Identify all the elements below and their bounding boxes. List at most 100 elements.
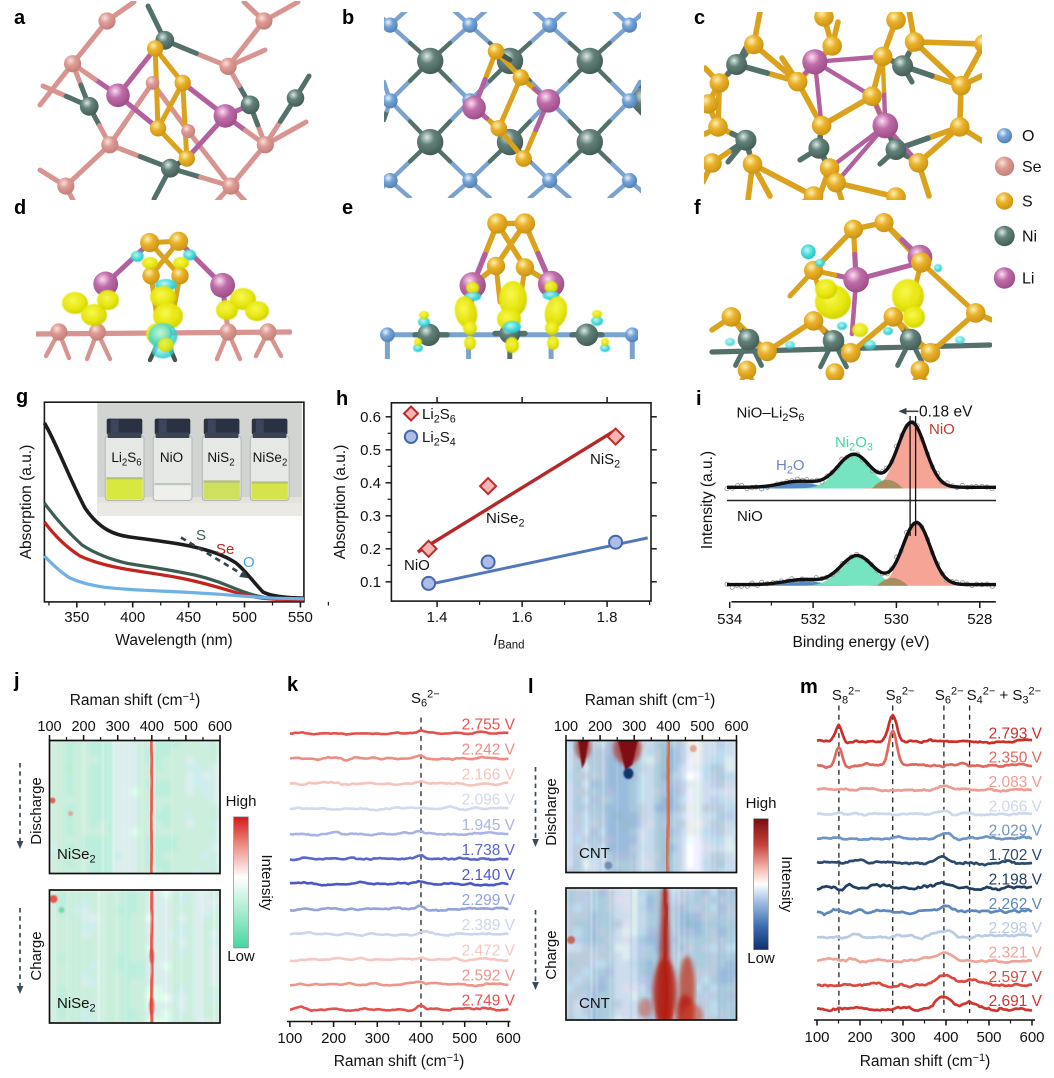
svg-text:0.18 eV: 0.18 eV bbox=[919, 404, 973, 421]
svg-text:0.1: 0.1 bbox=[360, 574, 381, 591]
svg-text:550: 550 bbox=[288, 609, 313, 626]
svg-text:2.321 V: 2.321 V bbox=[989, 944, 1043, 961]
svg-text:S: S bbox=[1022, 194, 1033, 211]
svg-text:Charge: Charge bbox=[543, 930, 560, 979]
svg-text:600: 600 bbox=[724, 719, 748, 735]
svg-text:Intensity (a.u.): Intensity (a.u.) bbox=[699, 451, 716, 549]
svg-text:600: 600 bbox=[1019, 1029, 1044, 1046]
svg-text:2.299 V: 2.299 V bbox=[462, 892, 516, 909]
svg-text:O: O bbox=[1022, 128, 1034, 145]
svg-text:0.5: 0.5 bbox=[360, 442, 381, 459]
svg-text:Charge: Charge bbox=[28, 931, 45, 980]
svg-text:Ni: Ni bbox=[1022, 229, 1037, 246]
svg-text:Li2S4: Li2S4 bbox=[422, 429, 456, 449]
svg-text:2.597 V: 2.597 V bbox=[989, 969, 1043, 986]
svg-text:CNT: CNT bbox=[579, 995, 610, 1012]
svg-text:200: 200 bbox=[71, 719, 95, 735]
svg-text:400: 400 bbox=[656, 719, 680, 735]
svg-text:300: 300 bbox=[622, 719, 646, 735]
svg-text:600: 600 bbox=[496, 1030, 521, 1047]
svg-text:200: 200 bbox=[321, 1030, 346, 1047]
svg-text:2.691 V: 2.691 V bbox=[989, 993, 1043, 1010]
svg-text:532: 532 bbox=[801, 611, 826, 628]
svg-text:Discharge: Discharge bbox=[28, 777, 45, 845]
svg-text:1.945 V: 1.945 V bbox=[462, 817, 516, 834]
svg-text:500: 500 bbox=[690, 719, 714, 735]
svg-text:NiO: NiO bbox=[929, 421, 955, 438]
svg-text:NiSe2: NiSe2 bbox=[486, 510, 525, 530]
svg-text:NiSe2: NiSe2 bbox=[57, 995, 96, 1015]
svg-text:2.389 V: 2.389 V bbox=[462, 917, 516, 934]
svg-text:Absorption (a.u.): Absorption (a.u.) bbox=[18, 445, 35, 560]
svg-text:100: 100 bbox=[277, 1030, 302, 1047]
svg-text:Wavelength (nm): Wavelength (nm) bbox=[115, 632, 232, 649]
svg-text:2.096 V: 2.096 V bbox=[462, 792, 516, 809]
svg-text:High: High bbox=[226, 793, 257, 810]
svg-text:Intensity: Intensity bbox=[778, 856, 795, 912]
svg-text:NiS2: NiS2 bbox=[207, 450, 234, 469]
svg-text:400: 400 bbox=[933, 1029, 958, 1046]
svg-text:0.2: 0.2 bbox=[360, 541, 381, 558]
svg-text:S82−: S82− bbox=[832, 686, 861, 707]
svg-text:Binding energy (eV): Binding energy (eV) bbox=[793, 634, 930, 651]
svg-text:2.262 V: 2.262 V bbox=[989, 896, 1043, 913]
svg-text:2.066 V: 2.066 V bbox=[989, 798, 1043, 815]
svg-text:Raman shift (cm−1): Raman shift (cm−1) bbox=[585, 691, 716, 709]
svg-text:2.242 V: 2.242 V bbox=[462, 742, 516, 759]
svg-text:Low: Low bbox=[747, 950, 775, 967]
svg-text:534: 534 bbox=[717, 611, 742, 628]
svg-text:S42− + S32−: S42− + S32− bbox=[967, 686, 1041, 707]
svg-text:Low: Low bbox=[227, 948, 255, 965]
svg-text:Absorption (a.u.): Absorption (a.u.) bbox=[332, 445, 349, 560]
svg-text:2.350 V: 2.350 V bbox=[989, 750, 1043, 767]
svg-text:O: O bbox=[243, 554, 255, 571]
svg-text:Raman shift (cm−1): Raman shift (cm−1) bbox=[70, 691, 201, 709]
svg-text:530: 530 bbox=[884, 611, 909, 628]
svg-text:2.083 V: 2.083 V bbox=[989, 774, 1043, 791]
svg-text:600: 600 bbox=[208, 719, 232, 735]
svg-text:NiO: NiO bbox=[160, 450, 183, 465]
svg-text:Discharge: Discharge bbox=[543, 778, 560, 846]
svg-text:400: 400 bbox=[408, 1030, 433, 1047]
svg-text:Raman shift (cm−1): Raman shift (cm−1) bbox=[334, 1052, 465, 1070]
svg-text:NiO–Li2S6: NiO–Li2S6 bbox=[737, 405, 805, 425]
svg-text:350: 350 bbox=[64, 609, 89, 626]
svg-text:2.140 V: 2.140 V bbox=[462, 867, 516, 884]
svg-text:NiO: NiO bbox=[404, 557, 430, 574]
svg-text:300: 300 bbox=[106, 719, 130, 735]
svg-text:CNT: CNT bbox=[579, 845, 610, 862]
svg-text:2.029 V: 2.029 V bbox=[989, 823, 1043, 840]
svg-text:300: 300 bbox=[365, 1030, 390, 1047]
svg-text:2.755 V: 2.755 V bbox=[462, 716, 516, 733]
svg-text:500: 500 bbox=[452, 1030, 477, 1047]
svg-text:1.8: 1.8 bbox=[597, 609, 618, 626]
svg-text:500: 500 bbox=[174, 719, 198, 735]
svg-text:High: High bbox=[746, 795, 777, 812]
svg-text:S82−: S82− bbox=[886, 686, 915, 707]
svg-text:300: 300 bbox=[890, 1029, 915, 1046]
svg-text:Li2S6: Li2S6 bbox=[111, 450, 141, 469]
svg-text:H2O: H2O bbox=[776, 457, 805, 477]
svg-text:Se: Se bbox=[216, 541, 234, 558]
svg-text:1.738 V: 1.738 V bbox=[462, 842, 516, 859]
svg-text:2.749 V: 2.749 V bbox=[462, 993, 516, 1010]
svg-text:2.793 V: 2.793 V bbox=[989, 725, 1043, 742]
svg-text:100: 100 bbox=[554, 719, 578, 735]
svg-text:S62−: S62− bbox=[411, 689, 440, 710]
svg-text:0.3: 0.3 bbox=[360, 508, 381, 525]
svg-text:2.472 V: 2.472 V bbox=[462, 942, 516, 959]
svg-text:Se: Se bbox=[1022, 159, 1042, 176]
svg-text:Li2S6: Li2S6 bbox=[422, 406, 456, 426]
svg-text:1.6: 1.6 bbox=[512, 609, 533, 626]
svg-text:200: 200 bbox=[847, 1029, 872, 1046]
svg-text:0.4: 0.4 bbox=[360, 475, 381, 492]
svg-text:Intensity: Intensity bbox=[258, 854, 275, 910]
svg-text:2.592 V: 2.592 V bbox=[462, 967, 516, 984]
svg-text:NiSe2: NiSe2 bbox=[57, 846, 96, 866]
svg-text:200: 200 bbox=[588, 719, 612, 735]
svg-text:400: 400 bbox=[120, 609, 145, 626]
svg-text:Ni2O3: Ni2O3 bbox=[835, 434, 873, 454]
svg-text:Raman shift (cm−1): Raman shift (cm−1) bbox=[860, 1052, 991, 1070]
svg-text:2.198 V: 2.198 V bbox=[989, 871, 1043, 888]
svg-text:Li: Li bbox=[1022, 271, 1034, 288]
